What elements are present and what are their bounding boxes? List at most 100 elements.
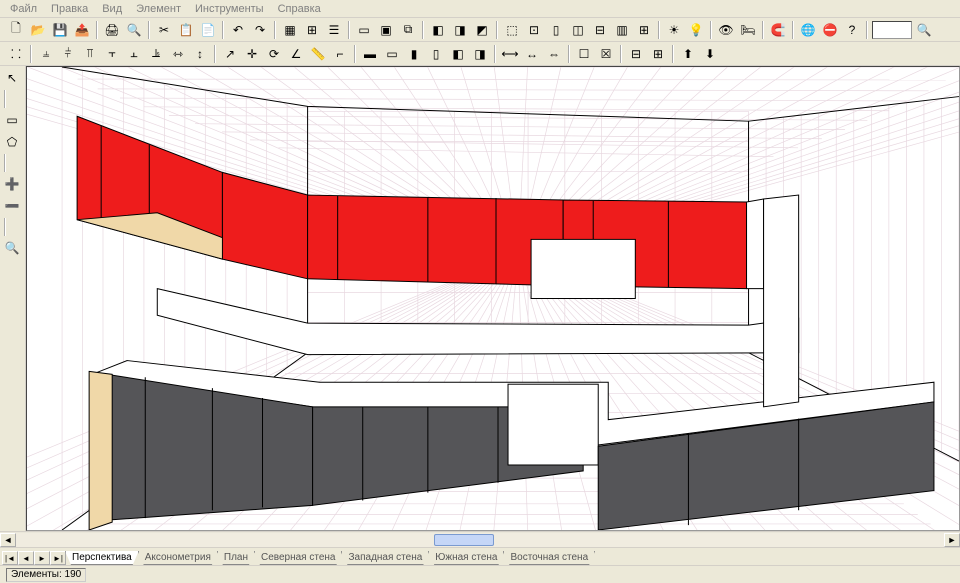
corner-button[interactable]: ⌐: [330, 44, 350, 64]
order2-button[interactable]: ⬇: [700, 44, 720, 64]
split2-button[interactable]: ⊞: [648, 44, 668, 64]
del-node-button[interactable]: ➖: [2, 196, 22, 216]
open-button[interactable]: 📂: [28, 20, 48, 40]
menu-tools[interactable]: Инструменты: [189, 2, 270, 16]
split1-button[interactable]: ⊟: [626, 44, 646, 64]
scroll-right-btn[interactable]: ►: [944, 533, 960, 547]
selgrid-button[interactable]: ⸬: [6, 44, 26, 64]
view-tab-5[interactable]: Южная стена: [428, 551, 504, 565]
roomdim-button[interactable]: ⊞: [634, 20, 654, 40]
menu-help[interactable]: Справка: [272, 2, 327, 16]
bulb-button[interactable]: 💡: [686, 20, 706, 40]
poly-button[interactable]: ⬠: [2, 132, 22, 152]
toolbar-combo[interactable]: [872, 21, 912, 39]
cut-button[interactable]: ✂: [154, 20, 174, 40]
tab-nav-first[interactable]: |◄: [2, 551, 18, 565]
cross-button[interactable]: ✛: [242, 44, 262, 64]
add-node-button[interactable]: ➕: [2, 174, 22, 194]
zoom-button[interactable]: 🔍: [914, 20, 934, 40]
boxes-button[interactable]: ▣: [376, 20, 396, 40]
dist-h-button[interactable]: ⇿: [168, 44, 188, 64]
align-m-button[interactable]: ⫠: [124, 44, 144, 64]
tab-nav-next[interactable]: ►: [34, 551, 50, 565]
scroll-thumb[interactable]: [434, 534, 494, 546]
render2-button[interactable]: ◨: [450, 20, 470, 40]
rect-button[interactable]: ▭: [2, 110, 22, 130]
scroll-track[interactable]: [16, 533, 944, 547]
pointer-button[interactable]: ↖: [2, 68, 22, 88]
align-l-button[interactable]: ⫨: [36, 44, 56, 64]
menu-file[interactable]: Файл: [4, 2, 43, 16]
copy-button[interactable]: 📋: [176, 20, 196, 40]
dist-v-button[interactable]: ↕: [190, 44, 210, 64]
tab-nav-prev[interactable]: ◄: [18, 551, 34, 565]
elem1-button[interactable]: ▬: [360, 44, 380, 64]
snap-button[interactable]: ⊞: [302, 20, 322, 40]
obj1-button[interactable]: ☐: [574, 44, 594, 64]
light-button[interactable]: ☀: [664, 20, 684, 40]
boxes2-button[interactable]: ⧉: [398, 20, 418, 40]
menu-edit[interactable]: Правка: [45, 2, 94, 16]
room-button[interactable]: ⬚: [502, 20, 522, 40]
tab-nav-last[interactable]: ►|: [50, 551, 66, 565]
elem4-button[interactable]: ▯: [426, 44, 446, 64]
stop-button[interactable]: ⛔: [820, 20, 840, 40]
menu-element[interactable]: Элемент: [130, 2, 187, 16]
ruler-button[interactable]: 📏: [308, 44, 328, 64]
elem6-button[interactable]: ◨: [470, 44, 490, 64]
grid-button[interactable]: ▦: [280, 20, 300, 40]
elem3-button[interactable]: ▮: [404, 44, 424, 64]
new-button[interactable]: 🗋: [6, 20, 26, 40]
globe-button[interactable]: 🌐: [798, 20, 818, 40]
align-b-button[interactable]: ⫡: [146, 44, 166, 64]
scroll-left-btn[interactable]: ◄: [0, 533, 16, 547]
elem5-button[interactable]: ◧: [448, 44, 468, 64]
dim1-button[interactable]: ⟷: [500, 44, 520, 64]
roomcol-button[interactable]: ▥: [612, 20, 632, 40]
paste-button[interactable]: 📄: [198, 20, 218, 40]
layers-button[interactable]: ☰: [324, 20, 344, 40]
toolbar-main: 🗋📂💾📤🖨🔍✂📋📄↶↷▦⊞☰▭▣⧉◧◨◩⬚⊡▯◫⊟▥⊞☀💡👁🛏🧲🌐⛔?🔍: [0, 18, 960, 42]
obj2-button[interactable]: ☒: [596, 44, 616, 64]
roomopt-button[interactable]: ⊡: [524, 20, 544, 40]
viewport-3d[interactable]: [26, 66, 960, 531]
undo-button[interactable]: ↶: [228, 20, 248, 40]
separator: [214, 45, 216, 63]
zoom-button[interactable]: 🔍: [2, 238, 22, 258]
align-t-button[interactable]: ⫟: [102, 44, 122, 64]
align-c-button[interactable]: ⫩: [58, 44, 78, 64]
export-button[interactable]: 📤: [72, 20, 92, 40]
redo-button[interactable]: ↷: [250, 20, 270, 40]
align-r-button[interactable]: ⫪: [80, 44, 100, 64]
separator: [620, 45, 622, 63]
save-button[interactable]: 💾: [50, 20, 70, 40]
view-tab-4[interactable]: Западная стена: [341, 551, 429, 565]
render1-button[interactable]: ◧: [428, 20, 448, 40]
menu-view[interactable]: Вид: [96, 2, 128, 16]
view-tab-3[interactable]: Северная стена: [254, 551, 343, 565]
order1-button[interactable]: ⬆: [678, 44, 698, 64]
bed-button[interactable]: 🛏: [738, 20, 758, 40]
dim2-button[interactable]: ↔: [522, 44, 542, 64]
dim3-button[interactable]: ⇔: [544, 44, 564, 64]
view-tab-6[interactable]: Восточная стена: [503, 551, 595, 565]
view-tab-2[interactable]: План: [217, 551, 255, 565]
box-button[interactable]: ▭: [354, 20, 374, 40]
elem2-button[interactable]: ▭: [382, 44, 402, 64]
help-button[interactable]: ?: [842, 20, 862, 40]
view-tab-1[interactable]: Аксонометрия: [138, 551, 218, 565]
roomdoor-button[interactable]: ◫: [568, 20, 588, 40]
separator: [762, 21, 764, 39]
rotate-button[interactable]: ⟳: [264, 44, 284, 64]
roomwall-button[interactable]: ▯: [546, 20, 566, 40]
preview-button[interactable]: 🔍: [124, 20, 144, 40]
view1-button[interactable]: 👁: [716, 20, 736, 40]
render3-button[interactable]: ◩: [472, 20, 492, 40]
roomwin-button[interactable]: ⊟: [590, 20, 610, 40]
print-button[interactable]: 🖨: [102, 20, 122, 40]
magnet-button[interactable]: 🧲: [768, 20, 788, 40]
scrollbar-horizontal[interactable]: ◄ ►: [0, 531, 960, 547]
view-tab-0[interactable]: Перспектива: [65, 551, 139, 565]
arrow-button[interactable]: ↗: [220, 44, 240, 64]
angle-button[interactable]: ∠: [286, 44, 306, 64]
